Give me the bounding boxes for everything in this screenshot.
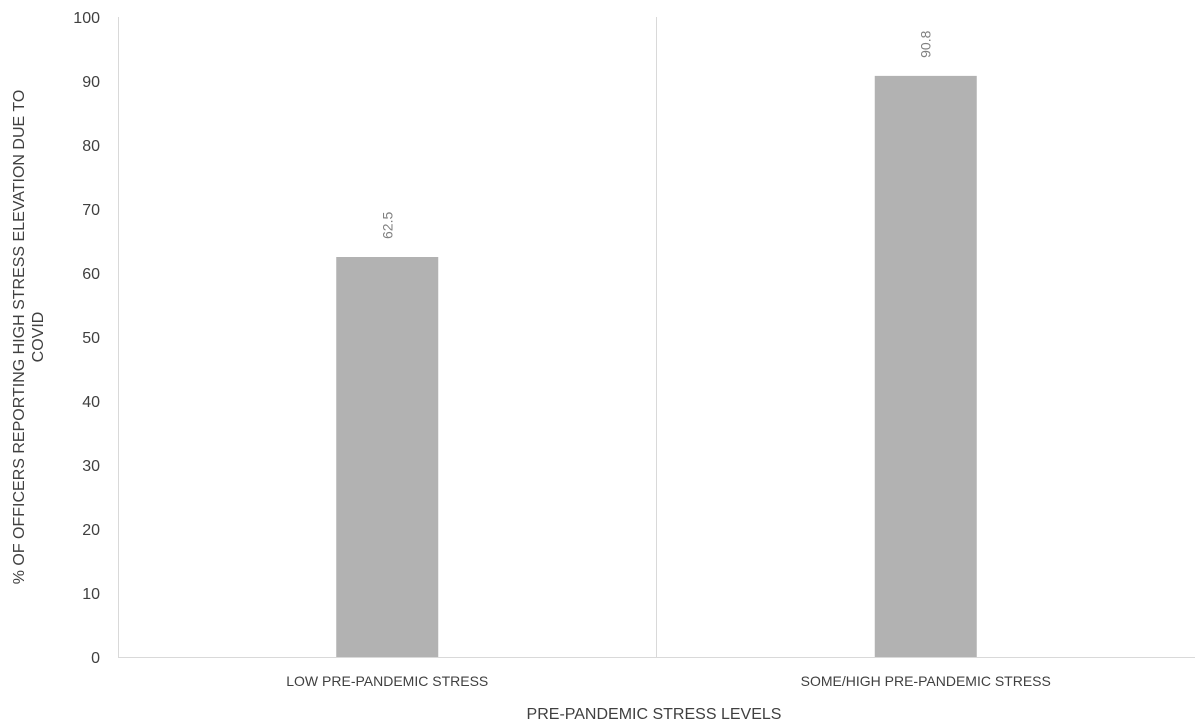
x-axis-title: PRE-PANDEMIC STRESS LEVELS [527, 706, 782, 723]
y-axis-title-line: % OF OFFICERS REPORTING HIGH STRESS ELEV… [11, 90, 28, 585]
bar [874, 75, 977, 657]
y-tick-label: 10 [82, 586, 100, 603]
y-tick-label: 50 [82, 330, 100, 347]
y-axis-title-line: COVID [30, 312, 47, 363]
bars [336, 75, 977, 657]
y-axis-title: % OF OFFICERS REPORTING HIGH STRESS ELEV… [11, 90, 47, 585]
y-tick-label: 60 [82, 266, 100, 283]
y-tick-label: 90 [82, 74, 100, 91]
y-tick-label: 30 [82, 458, 100, 475]
axes [118, 17, 1195, 658]
y-tick-label: 40 [82, 394, 100, 411]
y-axis-tick-labels: 0 10 20 30 40 50 60 70 80 90 100 [73, 10, 100, 667]
y-tick-label: 100 [73, 10, 100, 27]
y-tick-label: 20 [82, 522, 100, 539]
bar [336, 257, 439, 657]
y-tick-label: 0 [91, 650, 100, 667]
y-tick-label: 70 [82, 202, 100, 219]
data-labels: 62.5 90.8 [379, 30, 934, 239]
y-tick-label: 80 [82, 138, 100, 155]
data-label: 62.5 [379, 212, 395, 239]
category-label: SOME/HIGH PRE-PANDEMIC STRESS [801, 673, 1051, 689]
data-label: 90.8 [918, 30, 934, 57]
category-labels: LOW PRE-PANDEMIC STRESS SOME/HIGH PRE-PAN… [286, 673, 1051, 689]
category-label: LOW PRE-PANDEMIC STRESS [286, 673, 488, 689]
